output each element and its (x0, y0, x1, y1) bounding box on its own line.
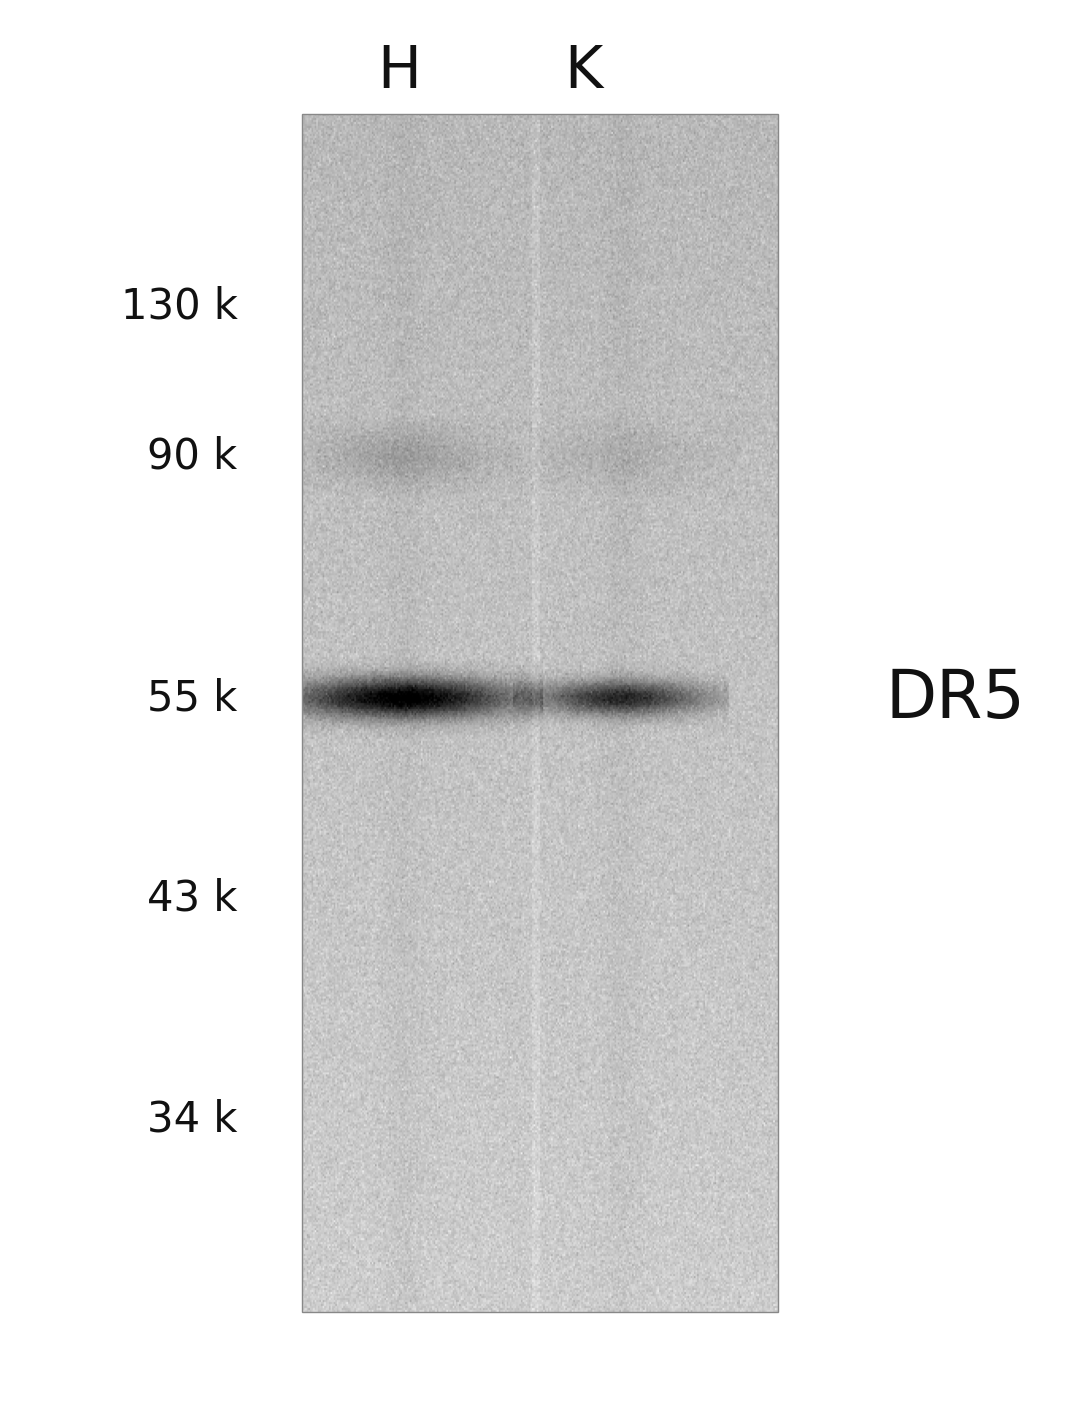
Text: 130 k: 130 k (121, 285, 238, 328)
Text: 90 k: 90 k (147, 435, 238, 478)
Text: K: K (564, 43, 603, 100)
Text: 34 k: 34 k (147, 1098, 238, 1141)
Text: DR5: DR5 (886, 666, 1026, 732)
Text: 43 k: 43 k (147, 877, 238, 920)
Text: 55 k: 55 k (147, 677, 238, 720)
Text: H: H (378, 43, 421, 100)
